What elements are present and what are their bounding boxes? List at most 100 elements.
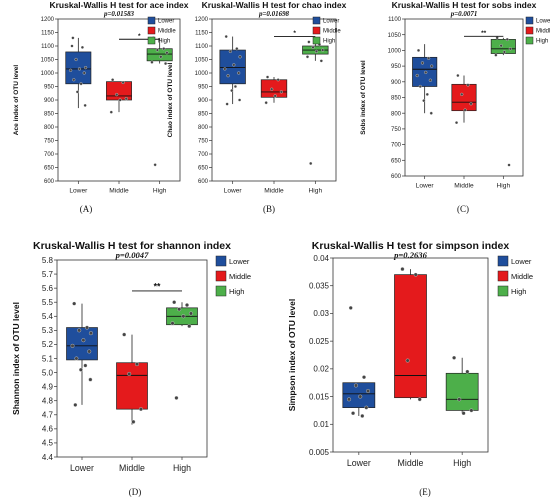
data-point (82, 71, 86, 75)
panel-label: (D) (129, 487, 142, 497)
legend-label-high: High (158, 39, 170, 45)
y-tick-label: 4.8 (42, 397, 54, 406)
p-value: p=0.01698 (258, 10, 290, 18)
data-point (428, 78, 432, 82)
legend-swatch-high (497, 285, 509, 297)
y-tick-label: 1150 (41, 31, 55, 37)
data-point (270, 87, 274, 91)
data-point (121, 80, 125, 84)
data-point (273, 94, 277, 98)
chart-ace: Kruskal-Wallis H test for ace indexp=0.0… (13, 0, 189, 214)
legend-swatch-lower (312, 16, 321, 25)
y-tick-label: 800 (391, 111, 402, 117)
legend-label-lower: Lower (229, 257, 250, 266)
data-point (81, 338, 86, 343)
y-tick-label: 800 (198, 125, 209, 131)
data-point (466, 83, 470, 87)
data-point (305, 55, 310, 59)
y-tick-label: 4.4 (42, 453, 54, 462)
data-point (348, 305, 353, 310)
legend-swatch-high (147, 36, 156, 45)
y-tick-label: 4.5 (42, 439, 54, 448)
data-point (115, 93, 119, 97)
data-point (413, 272, 418, 277)
y-tick-label: 750 (44, 139, 55, 145)
box-lower (65, 51, 92, 85)
data-point (228, 49, 232, 53)
data-point (319, 59, 323, 63)
significance-label: * (138, 33, 141, 40)
y-tick-label: 600 (391, 174, 402, 180)
y-tick-label: 1050 (388, 33, 402, 39)
data-point (70, 343, 75, 348)
p-value: p=0.2636 (393, 250, 428, 260)
y-tick-label: 0.005 (309, 448, 330, 457)
data-point (454, 121, 459, 125)
data-point (456, 73, 460, 78)
data-point (118, 98, 122, 102)
y-tick-label: 5.8 (42, 256, 54, 265)
x-tick-label: Lower (69, 187, 88, 194)
data-point (309, 161, 313, 166)
p-value: p=0.0071 (450, 10, 478, 18)
y-tick-label: 0.035 (309, 282, 330, 291)
data-point (88, 377, 93, 382)
data-point (418, 84, 422, 89)
chart-title: Kruskal-Wallis H test for ace index (49, 0, 188, 10)
legend-label-middle: Middle (323, 29, 341, 35)
box-middle (394, 274, 427, 399)
chart-simpson: Kruskal-Wallis H test for simpson indexp… (287, 240, 533, 497)
x-tick-label: Middle (119, 463, 145, 473)
y-tick-label: 1000 (41, 71, 55, 77)
legend-label-lower: Lower (511, 257, 532, 266)
y-tick-label: 650 (391, 158, 402, 164)
data-point (187, 324, 192, 329)
data-point (469, 408, 474, 413)
data-point (153, 163, 157, 167)
data-point (429, 111, 433, 115)
data-point (505, 37, 509, 41)
data-point (77, 67, 82, 71)
y-tick-label: 700 (44, 152, 55, 158)
y-tick-label: 1000 (195, 71, 209, 77)
x-tick-label: Middle (454, 182, 474, 189)
y-axis-label: Sobs index of OTU level (360, 60, 367, 135)
legend-label-middle: Middle (536, 29, 550, 35)
y-tick-label: 800 (44, 125, 55, 131)
data-point (75, 90, 79, 94)
p-value: p=0.0047 (115, 250, 150, 260)
data-point (469, 102, 473, 106)
y-tick-label: 1050 (195, 58, 209, 64)
data-point (72, 301, 77, 306)
data-point (232, 63, 236, 67)
data-point (127, 372, 132, 376)
data-point (237, 71, 241, 75)
box-middle (451, 83, 477, 112)
y-tick-label: 1050 (41, 58, 55, 64)
data-point (159, 55, 163, 59)
legend-label-lower: Lower (323, 19, 339, 25)
data-point (307, 40, 311, 44)
data-point (165, 51, 169, 55)
y-tick-label: 650 (198, 166, 209, 172)
data-point (164, 61, 168, 66)
legend-label-middle: Middle (511, 272, 533, 281)
y-tick-label: 700 (198, 152, 209, 158)
y-tick-label: 850 (391, 96, 402, 102)
data-point (83, 363, 88, 368)
legend-label-high: High (229, 287, 244, 296)
y-tick-label: 0.025 (309, 337, 330, 346)
chart-shannon: Kruskal-Wallis H test for shannon indexp… (11, 240, 251, 497)
significance-label: * (293, 30, 296, 37)
data-point (226, 74, 230, 78)
y-tick-label: 5.2 (42, 340, 54, 349)
legend-swatch-middle (497, 270, 509, 282)
data-point (507, 163, 511, 167)
data-point (174, 395, 179, 400)
data-point (461, 411, 466, 416)
legend-swatch-high (215, 285, 227, 297)
data-point (264, 101, 268, 105)
data-point (427, 56, 431, 60)
y-tick-label: 1100 (388, 17, 402, 23)
